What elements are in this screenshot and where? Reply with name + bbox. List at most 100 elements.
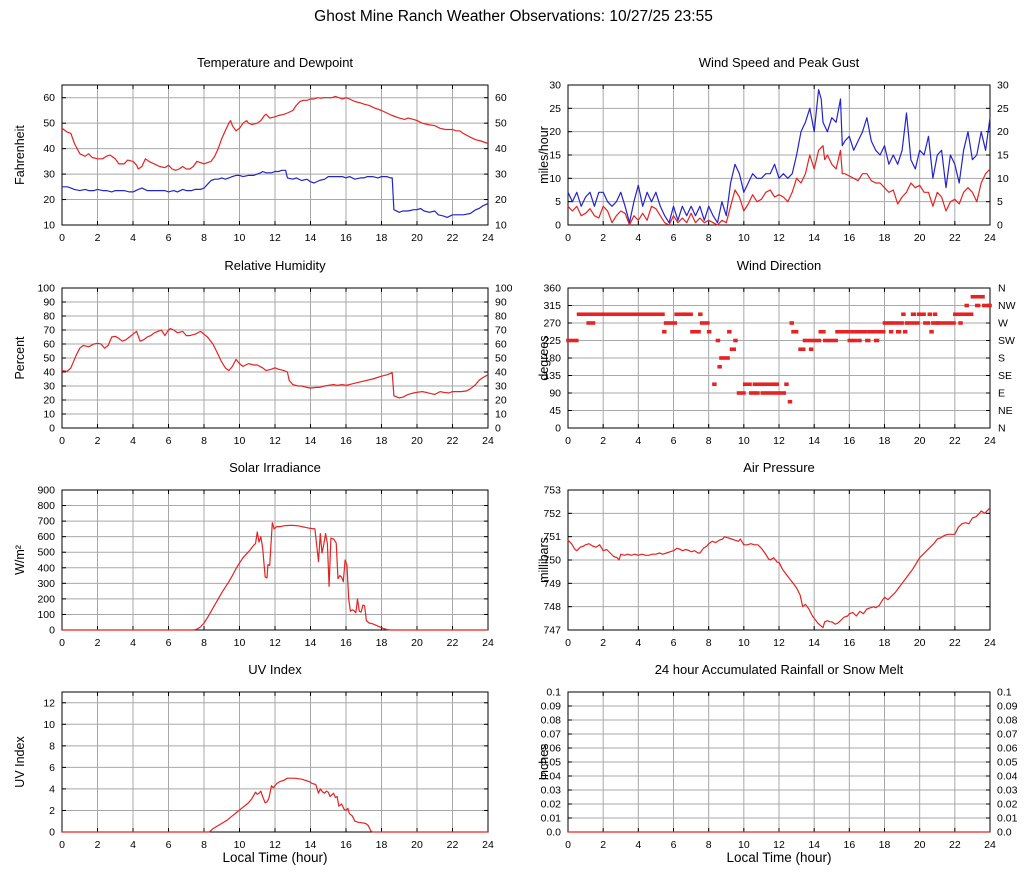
svg-text:8: 8 xyxy=(201,232,207,244)
svg-text:10: 10 xyxy=(43,719,55,731)
svg-text:90: 90 xyxy=(549,388,561,400)
svg-text:6: 6 xyxy=(671,435,677,447)
chart-title: Wind Speed and Peak Gust xyxy=(698,55,860,70)
svg-text:N: N xyxy=(998,283,1006,295)
svg-text:18: 18 xyxy=(376,637,388,649)
x-axis-label: Local Time (hour) xyxy=(222,850,328,865)
svg-text:100: 100 xyxy=(495,283,513,295)
svg-text:24: 24 xyxy=(482,232,494,244)
svg-text:20: 20 xyxy=(495,395,507,407)
svg-text:200: 200 xyxy=(37,593,55,605)
svg-text:12: 12 xyxy=(269,232,281,244)
chart-title: Wind Direction xyxy=(736,258,822,273)
svg-text:18: 18 xyxy=(879,839,891,851)
svg-text:0.02: 0.02 xyxy=(541,799,562,811)
svg-text:S: S xyxy=(998,353,1005,365)
svg-text:24: 24 xyxy=(984,232,996,244)
chart-title: Temperature and Dewpoint xyxy=(196,55,354,70)
svg-text:14: 14 xyxy=(808,232,820,244)
svg-text:2: 2 xyxy=(95,637,101,649)
svg-text:8: 8 xyxy=(201,839,207,851)
svg-text:16: 16 xyxy=(843,232,855,244)
svg-text:753: 753 xyxy=(543,485,561,497)
svg-text:135: 135 xyxy=(543,370,561,382)
svg-text:0.07: 0.07 xyxy=(997,729,1018,741)
chart-title: Solar Irradiance xyxy=(229,460,321,475)
svg-text:100: 100 xyxy=(37,609,55,621)
svg-text:30: 30 xyxy=(495,381,507,393)
svg-text:20: 20 xyxy=(997,126,1009,138)
svg-text:4: 4 xyxy=(635,232,641,244)
svg-text:2: 2 xyxy=(95,435,101,447)
svg-text:750: 750 xyxy=(543,555,561,567)
svg-text:10: 10 xyxy=(549,173,561,185)
svg-text:10: 10 xyxy=(495,220,507,232)
svg-text:20: 20 xyxy=(549,126,561,138)
svg-text:24: 24 xyxy=(482,637,494,649)
svg-text:18: 18 xyxy=(879,435,891,447)
relative-humidity-plot: 0102030405060708090100010203040506070809… xyxy=(37,283,513,448)
svg-text:18: 18 xyxy=(376,232,388,244)
svg-text:10: 10 xyxy=(43,220,55,232)
svg-text:6: 6 xyxy=(166,232,172,244)
svg-text:20: 20 xyxy=(914,435,926,447)
svg-text:2: 2 xyxy=(600,637,606,649)
svg-text:14: 14 xyxy=(305,232,317,244)
x-axis-label: Local Time (hour) xyxy=(726,850,832,865)
svg-text:800: 800 xyxy=(37,500,55,512)
svg-text:16: 16 xyxy=(843,637,855,649)
svg-text:747: 747 xyxy=(543,625,561,637)
svg-text:0: 0 xyxy=(49,625,55,637)
svg-text:50: 50 xyxy=(43,118,55,130)
svg-text:0: 0 xyxy=(495,423,501,435)
svg-text:NW: NW xyxy=(998,300,1016,312)
svg-text:10: 10 xyxy=(234,637,246,649)
svg-text:2: 2 xyxy=(600,232,606,244)
svg-text:24: 24 xyxy=(482,435,494,447)
svg-text:4: 4 xyxy=(130,637,136,649)
svg-text:0: 0 xyxy=(59,435,65,447)
svg-text:6: 6 xyxy=(49,762,55,774)
svg-text:10: 10 xyxy=(738,839,750,851)
svg-text:22: 22 xyxy=(447,435,459,447)
svg-text:NE: NE xyxy=(998,405,1013,417)
svg-text:0: 0 xyxy=(59,637,65,649)
svg-text:22: 22 xyxy=(949,435,961,447)
svg-text:8: 8 xyxy=(706,637,712,649)
svg-text:2: 2 xyxy=(95,839,101,851)
svg-text:6: 6 xyxy=(166,435,172,447)
svg-text:0.03: 0.03 xyxy=(541,785,562,797)
svg-text:30: 30 xyxy=(43,169,55,181)
svg-text:14: 14 xyxy=(808,435,820,447)
svg-text:14: 14 xyxy=(305,839,317,851)
svg-text:10: 10 xyxy=(495,409,507,421)
svg-text:6: 6 xyxy=(166,637,172,649)
svg-text:24: 24 xyxy=(984,435,996,447)
svg-text:24: 24 xyxy=(482,839,494,851)
svg-text:2: 2 xyxy=(600,839,606,851)
chart-temperature-dewpoint: Temperature and Dewpoint Fahrenheit 10 20… xyxy=(0,45,530,248)
svg-text:0.06: 0.06 xyxy=(541,743,562,755)
svg-text:225: 225 xyxy=(543,335,561,347)
svg-text:16: 16 xyxy=(843,839,855,851)
svg-text:8: 8 xyxy=(706,435,712,447)
svg-text:6: 6 xyxy=(671,232,677,244)
svg-text:4: 4 xyxy=(635,435,641,447)
svg-text:20: 20 xyxy=(411,637,423,649)
chart-air-pressure: Air Pressure millibars 747 748 749 750 751 75… xyxy=(530,450,1027,653)
svg-text:6: 6 xyxy=(671,637,677,649)
svg-text:30: 30 xyxy=(495,169,507,181)
svg-text:0: 0 xyxy=(555,423,561,435)
svg-text:30: 30 xyxy=(997,80,1009,92)
svg-text:22: 22 xyxy=(949,839,961,851)
svg-text:25: 25 xyxy=(549,103,561,115)
svg-text:0.1: 0.1 xyxy=(997,687,1012,699)
svg-text:60: 60 xyxy=(495,92,507,104)
svg-text:14: 14 xyxy=(305,637,317,649)
svg-text:10: 10 xyxy=(234,839,246,851)
chart-title: 24 hour Accumulated Rainfall or Snow Mel… xyxy=(654,662,904,677)
